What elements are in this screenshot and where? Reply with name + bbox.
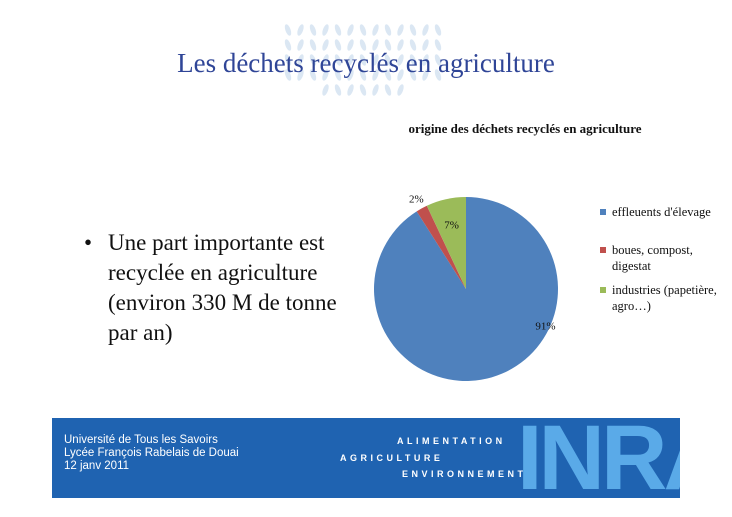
- chart-title: origine des déchets recyclés en agricult…: [408, 121, 642, 136]
- bullet-point: • Une part importante est recyclée en ag…: [84, 228, 365, 348]
- footer-banner: Université de Tous les Savoirs Lycée Fra…: [52, 418, 680, 498]
- legend-swatch: [600, 209, 606, 215]
- footer-university: Université de Tous les Savoirs: [64, 434, 218, 446]
- legend-swatch: [600, 287, 606, 293]
- claim-alimentation: ALIMENTATION: [397, 436, 506, 446]
- legend-label: effleuents d'élevage: [612, 205, 711, 219]
- inra-logo: INRA: [515, 418, 680, 498]
- legend-label: industries (papetière, agro…): [612, 283, 717, 313]
- claim-agriculture: AGRICULTURE: [340, 453, 444, 463]
- footer-info: Université de Tous les Savoirs Lycée Fra…: [64, 434, 239, 473]
- pie-data-label: 91%: [535, 320, 555, 332]
- slide-title: Les déchets recyclés en agriculture: [177, 48, 555, 78]
- legend-swatch: [600, 247, 606, 253]
- footer-date: 12 janv 2011: [64, 460, 130, 472]
- bullet-marker: •: [84, 230, 93, 255]
- chart-legend: effleuents d'élevage boues, compost, dig…: [600, 204, 720, 314]
- wheat-watermark: [284, 24, 442, 96]
- logo-text: INRA: [517, 418, 680, 498]
- footer-school: Lycée François Rabelais de Douai: [64, 447, 239, 459]
- legend-label: boues, compost, digestat: [612, 243, 693, 273]
- pie-data-label: 2%: [409, 194, 424, 206]
- bullet-text: Une part importante est recyclée en agri…: [108, 230, 337, 345]
- claim-environnement: ENVIRONNEMENT: [402, 469, 527, 479]
- legend-item: effleuents d'élevage: [600, 204, 720, 220]
- pie-data-label: 7%: [444, 219, 459, 231]
- legend-item: boues, compost, digestat: [600, 242, 720, 274]
- legend-item: industries (papetière, agro…): [600, 282, 720, 314]
- pie-chart: 91% 2% 7%: [374, 194, 558, 381]
- pie-slice: [416, 205, 466, 289]
- pie-slice: [426, 197, 466, 289]
